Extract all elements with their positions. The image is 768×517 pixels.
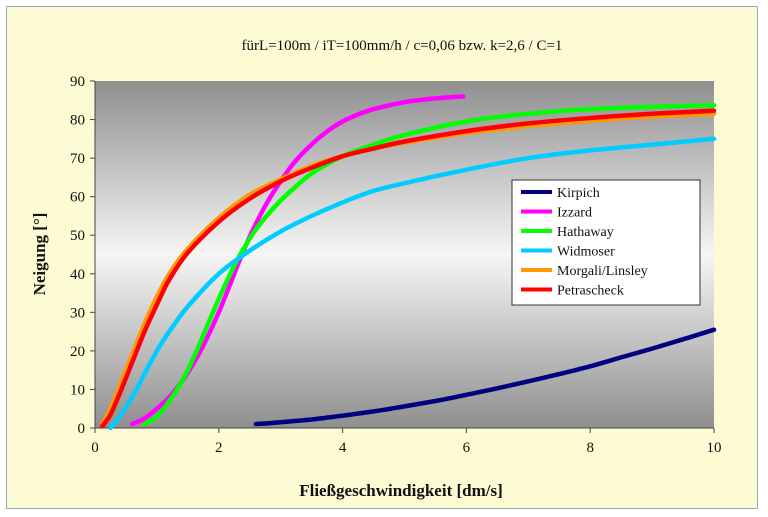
legend-label-petrascheck: Petrascheck <box>557 284 624 299</box>
x-tick-label: 0 <box>91 440 99 456</box>
y-tick-label: 80 <box>70 113 85 129</box>
chart-title: fürL=100m / iT=100mm/h / c=0,06 bzw. k=2… <box>242 38 563 54</box>
axes: 0 10 20 30 40 50 60 70 80 90 0 2 4 6 8 10 <box>70 74 722 456</box>
x-tick-label: 8 <box>586 440 594 456</box>
legend-label-widmoser: Widmoser <box>557 245 615 260</box>
series-line-widmoser <box>108 136 717 431</box>
y-tick-label: 60 <box>70 190 85 206</box>
x-tick-label: 6 <box>463 440 471 456</box>
y-axis-label: Neigung [°] <box>30 213 49 296</box>
y-tick-label: 30 <box>70 305 85 321</box>
legend: Kirpich Izzard Hathaway Widmoser Morgali/Lin… <box>511 179 701 306</box>
legend-label-izzard: Izzard <box>557 206 592 221</box>
legend-label-morgali-linsley: Morgali/Linsley <box>557 264 648 279</box>
y-tick-label: 20 <box>70 344 85 360</box>
legend-label-kirpich: Kirpich <box>557 186 600 201</box>
x-tick-label: 4 <box>339 440 347 456</box>
series-line-petrascheck <box>100 108 717 429</box>
series-line-hathaway <box>142 103 717 427</box>
series-line-kirpich <box>253 327 717 427</box>
y-tick-label: 0 <box>78 421 86 437</box>
x-axis-label: Fließgeschwindigkeit [dm/s] <box>299 481 503 500</box>
x-tick-label: 10 <box>707 440 722 456</box>
series-line-morgali-linsley <box>100 111 717 427</box>
series-layer <box>100 94 717 431</box>
legend-box <box>511 179 701 306</box>
y-tick-label: 70 <box>70 151 85 167</box>
y-tick-label: 10 <box>70 382 85 398</box>
x-tick-label: 2 <box>215 440 223 456</box>
y-tick-label: 50 <box>70 228 85 244</box>
legend-label-hathaway: Hathaway <box>557 225 614 240</box>
y-tick-label: 90 <box>70 74 85 90</box>
y-tick-label: 40 <box>70 267 85 283</box>
